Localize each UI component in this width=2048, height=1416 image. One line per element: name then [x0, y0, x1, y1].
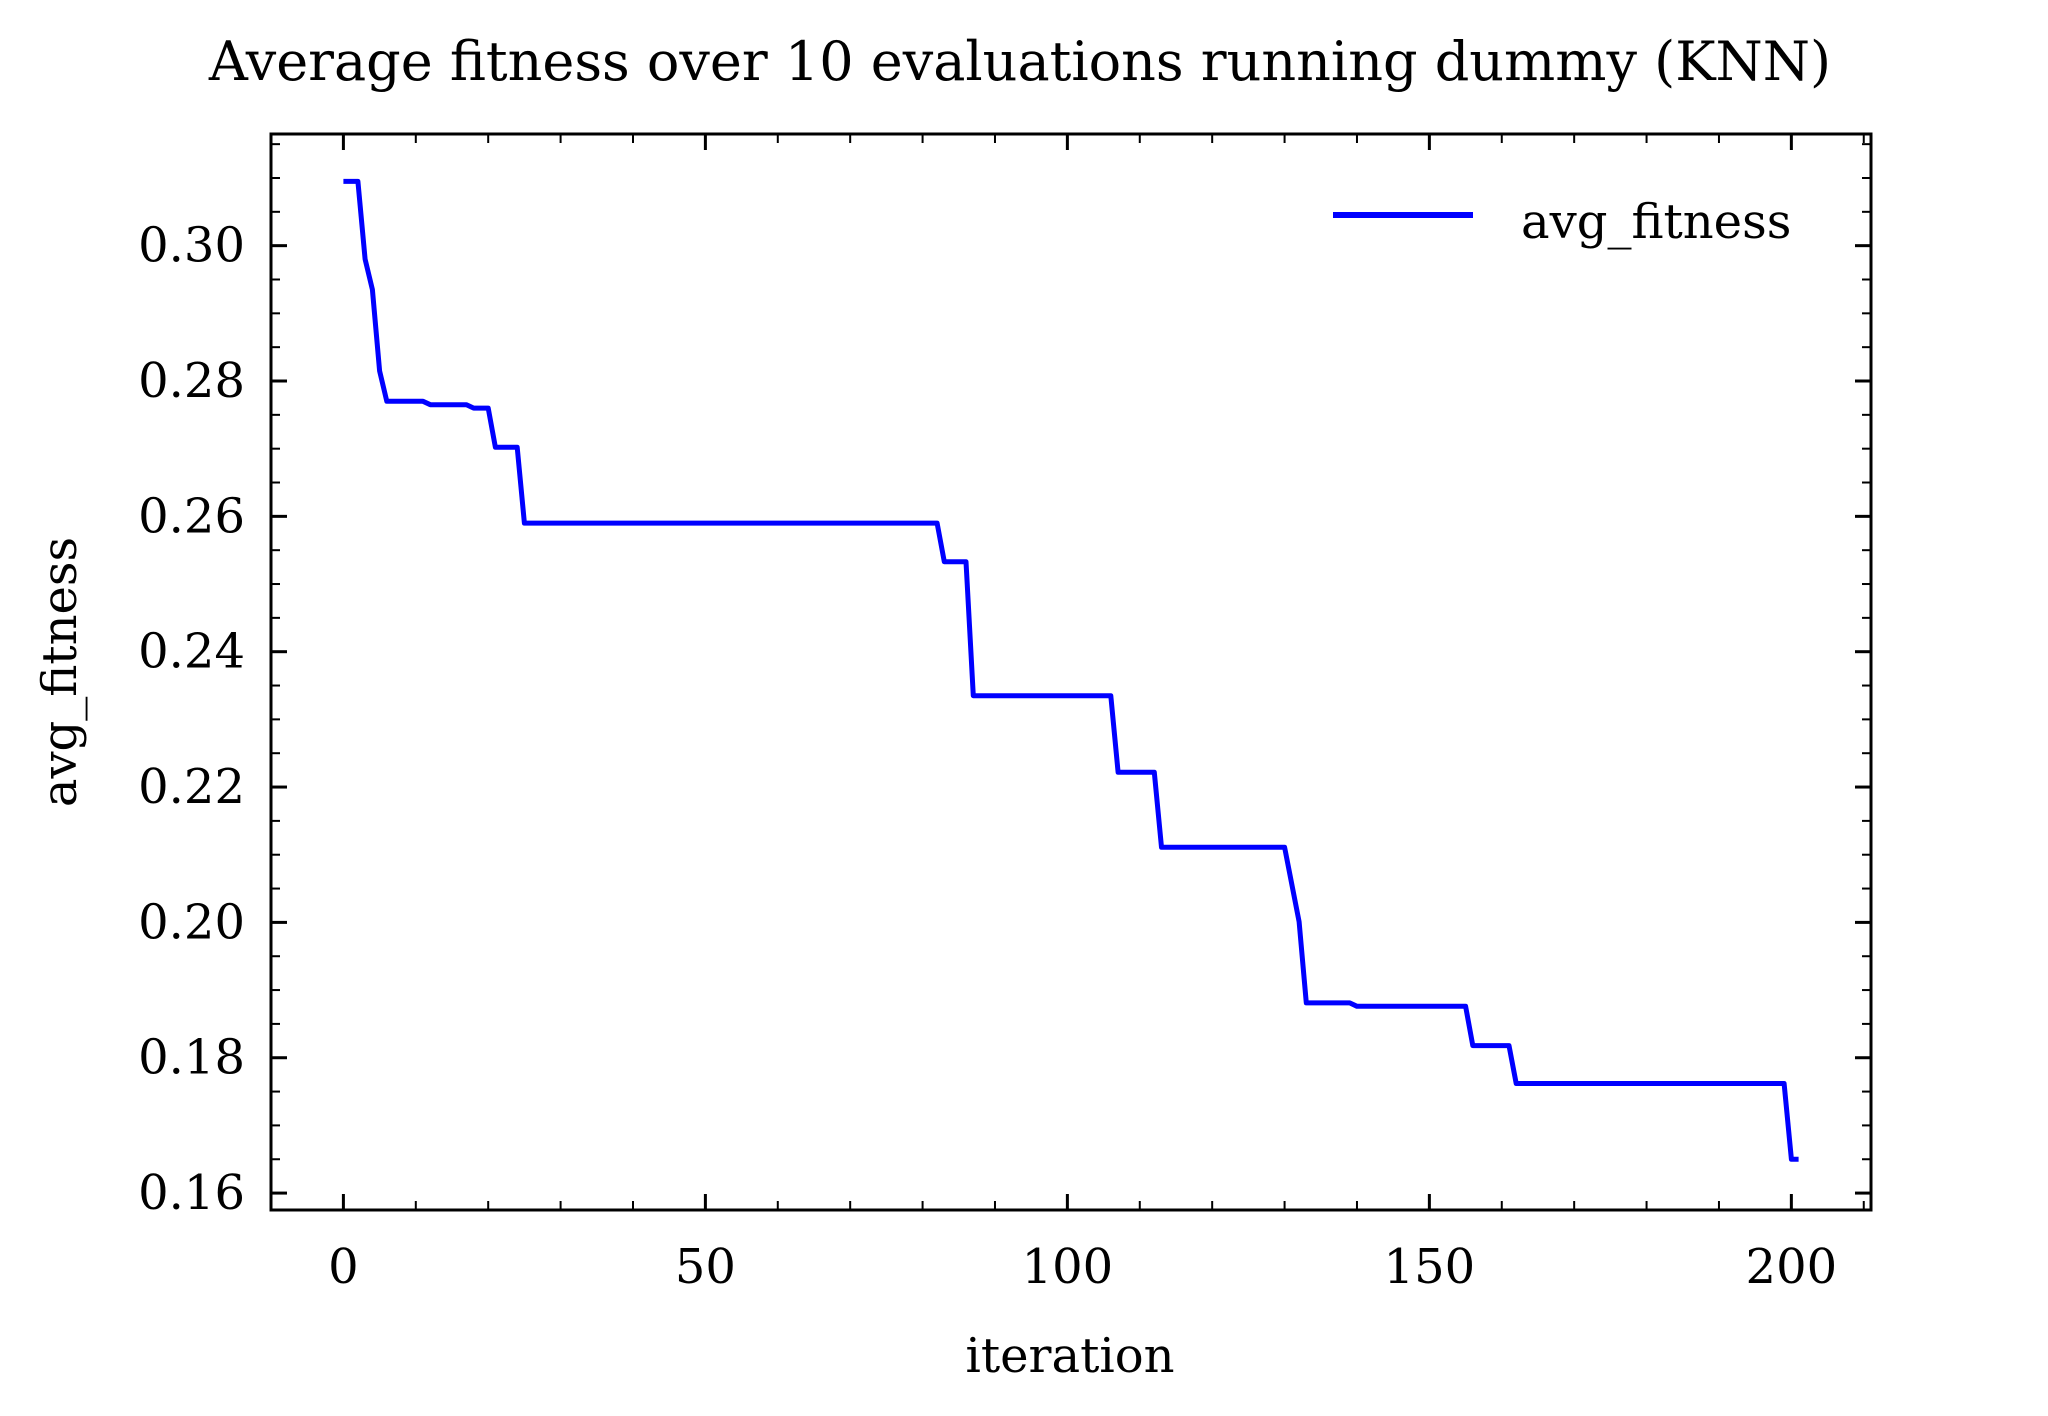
legend-label: avg_fitness — [1521, 194, 1791, 250]
x-axis-label: iteration — [965, 1328, 1174, 1384]
y-tick-label: 0.18 — [138, 1030, 245, 1086]
plot-frame — [269, 132, 1873, 1212]
y-tick-label: 0.28 — [138, 353, 245, 409]
x-tick-label: 0 — [328, 1239, 359, 1295]
y-tick-label: 0.24 — [138, 624, 245, 680]
y-tick-label: 0.22 — [138, 759, 245, 815]
y-tick-label: 0.20 — [138, 894, 245, 950]
x-tick-label: 150 — [1384, 1239, 1476, 1295]
x-tick-label: 200 — [1746, 1239, 1838, 1295]
legend: avg_fitness — [1333, 194, 1791, 250]
ticks-layer — [270, 134, 1871, 1210]
chart-title: Average fitness over 10 evaluations runn… — [208, 30, 1831, 93]
x-tick-label: 50 — [675, 1239, 736, 1295]
y-tick-label: 0.26 — [138, 488, 245, 544]
tick-labels-layer: 0 50 100 150 200 0.16 0.18 0.20 0.22 0.24 0.26 0.28… — [138, 218, 1837, 1295]
y-axis-label: avg_fitness — [32, 537, 88, 807]
x-tick-label: 100 — [1022, 1239, 1114, 1295]
series-line-0 — [343, 178, 1799, 1162]
series-layer — [343, 178, 1799, 1162]
y-tick-label: 0.16 — [138, 1165, 245, 1221]
y-tick-label: 0.30 — [138, 218, 245, 274]
